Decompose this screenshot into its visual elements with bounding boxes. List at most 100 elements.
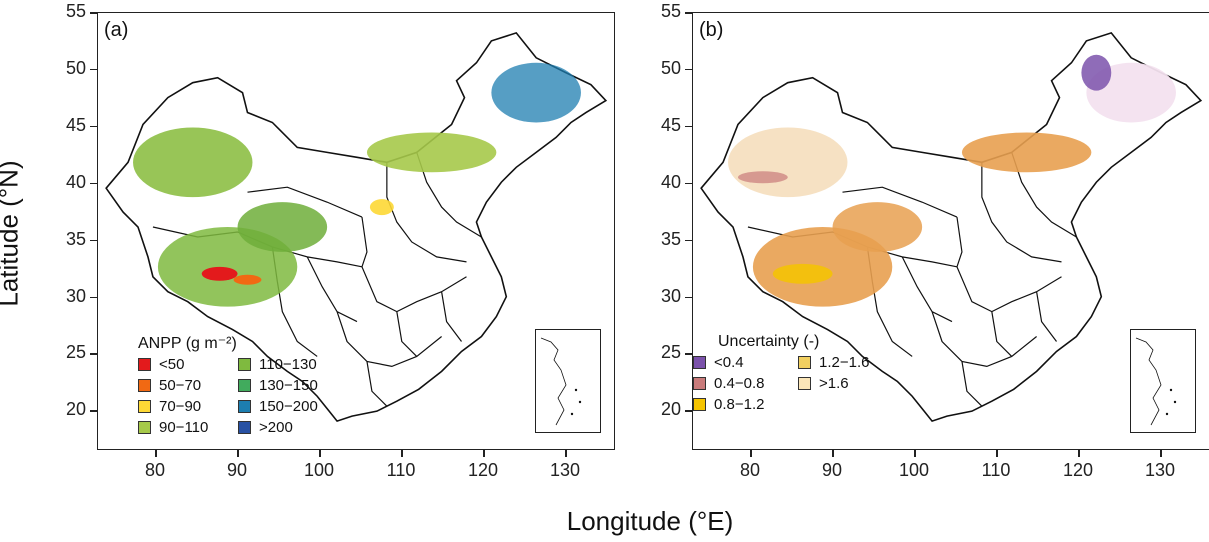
uncertainty-northeast-purple	[1081, 54, 1112, 91]
x-tick-label: 110	[386, 460, 416, 480]
x-tick-label: 110	[981, 460, 1011, 480]
y-tick-mark	[685, 353, 692, 355]
panel-a-legend-grid: <50 110−130 50−70 130−150 70−90 150−200 90−110…	[138, 355, 348, 437]
y-tick-label: 35	[660, 228, 681, 249]
y-tick-mark	[685, 410, 692, 412]
panel-a-legend-item: 90−110	[138, 418, 238, 437]
panel-b-legend-title: Uncertainty (-)	[718, 333, 820, 350]
inset-coast	[540, 337, 567, 426]
y-tick-mark	[685, 296, 692, 298]
panel-a-legend-label: >200	[259, 419, 293, 436]
y-tick-mark	[685, 68, 692, 71]
vegetation-north-yellow	[369, 199, 394, 216]
x-tick-mark	[832, 450, 834, 457]
vegetation-inner-mongolia	[366, 132, 497, 173]
vegetation-tibet-red	[201, 266, 238, 281]
x-tick-label: 130	[549, 460, 581, 480]
panel-a-legend-swatch	[138, 379, 151, 392]
vegetation-tibet-orange	[233, 274, 262, 285]
x-tick-label: 120	[1062, 460, 1094, 480]
panel-b-legend-label: 0.4−0.8	[714, 375, 765, 392]
y-tick-mark	[90, 353, 97, 355]
inset-island	[1169, 388, 1173, 392]
panel-b-legend-item	[798, 395, 908, 414]
inset-coast	[1135, 337, 1162, 426]
vegetation-xinjiang	[133, 127, 253, 198]
panel-a-legend-item: <50	[138, 355, 238, 374]
panel-b-inset-svg	[1135, 337, 1177, 426]
panel-a-map-svg	[105, 31, 608, 423]
panel-a-label: (a)	[104, 19, 129, 41]
uncertainty-xinjiang-pink	[737, 171, 788, 184]
panel-a-legend-label: 130−150	[259, 377, 318, 394]
panel-a-legend-item: >200	[238, 418, 348, 437]
panel-b-legend-swatch	[693, 398, 706, 411]
inset-island	[1165, 412, 1169, 416]
y-axis-title: Latitude (°N)	[0, 160, 24, 307]
y-tick-label: 55	[660, 1, 681, 21]
y-tick-label: 40	[65, 171, 86, 192]
x-tick-label: 80	[144, 460, 166, 480]
panel-a-legend: ANPP (g m⁻²) <50 110−130 50−70 130−150 70−90…	[138, 333, 348, 437]
panel-b-legend-swatch	[798, 377, 811, 390]
panel-a-inset-svg	[540, 337, 582, 426]
y-tick-mark	[685, 12, 692, 14]
y-tick-label: 35	[65, 228, 86, 249]
panel-a-legend-title: ANPP (g m⁻²)	[138, 335, 237, 352]
panel-b-legend-swatch	[693, 377, 706, 390]
panel-a-legend-swatch	[138, 400, 151, 413]
y-tick-label: 25	[660, 342, 681, 363]
y-tick-label: 45	[65, 114, 86, 135]
y-tick-label: 20	[65, 399, 86, 420]
china-outline	[105, 31, 608, 423]
panel-b-legend-swatch	[693, 356, 706, 369]
panel-b-legend-item: 0.8−1.2	[693, 395, 798, 414]
panel-b-legend-swatch	[798, 356, 811, 369]
uncertainty-tibet-yellow	[772, 263, 833, 284]
y-tick-label: 30	[660, 285, 681, 306]
panel-b-legend-label: 1.2−1.6	[819, 354, 870, 371]
vegetation-qinghai	[237, 202, 328, 252]
y-tick-label: 45	[660, 114, 681, 135]
panel-a-map: (a) ANPP (g m⁻²) <50 110−130 50−70 130−150 7…	[97, 12, 615, 450]
panel-a-inset-map	[535, 329, 601, 433]
panel-b-inset-map	[1130, 329, 1196, 433]
panel-b-legend-item: >1.6	[798, 374, 908, 393]
panel-a-legend-swatch	[238, 358, 251, 371]
panel-b-legend-item: <0.4	[693, 353, 798, 372]
panel-a-legend-item: 150−200	[238, 397, 348, 416]
panel-a-legend-label: 110−130	[259, 356, 317, 373]
panel-a-legend-item: 110−130	[238, 355, 348, 374]
panel-a-legend-item: 130−150	[238, 376, 348, 395]
inset-island	[574, 388, 578, 392]
panel-a-legend-item: 50−70	[138, 376, 238, 395]
inset-island	[570, 412, 574, 416]
y-tick-label: 50	[65, 57, 86, 78]
y-tick-mark	[90, 410, 97, 412]
x-tick-mark	[401, 450, 403, 457]
x-tick-label: 130	[1144, 460, 1176, 480]
y-tick-mark	[685, 125, 692, 128]
y-tick-label: 40	[660, 171, 681, 192]
x-tick-label: 90	[821, 460, 843, 480]
x-tick-mark	[914, 450, 916, 457]
y-tick-mark	[90, 12, 97, 14]
x-tick-mark	[750, 450, 752, 457]
panel-b-legend: Uncertainty (-) <0.4 1.2−1.6 0.4−0.8 >1.6 0.…	[693, 333, 908, 414]
y-tick-label: 30	[65, 285, 86, 306]
panel-b-legend-item: 0.4−0.8	[693, 374, 798, 393]
panel-b-legend-grid: <0.4 1.2−1.6 0.4−0.8 >1.6 0.8−1.2	[693, 353, 908, 414]
uncertainty-inner-mongolia	[961, 132, 1092, 173]
y-tick-label: 50	[660, 57, 681, 78]
x-tick-mark	[319, 450, 321, 457]
uncertainty-xinjiang	[728, 127, 848, 198]
panel-a-legend-swatch	[138, 358, 151, 371]
x-tick-label: 100	[898, 460, 930, 480]
panel-a-legend-label: 50−70	[159, 377, 202, 394]
x-tick-mark	[1160, 450, 1162, 457]
x-tick-label: 100	[303, 460, 335, 480]
y-tick-mark	[90, 239, 97, 242]
panel-b-legend-item: 1.2−1.6	[798, 353, 908, 372]
y-tick-mark	[685, 239, 692, 242]
x-tick-label: 90	[226, 460, 248, 480]
